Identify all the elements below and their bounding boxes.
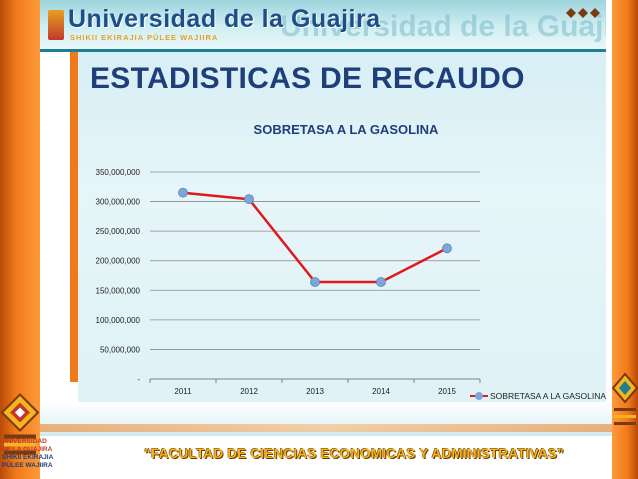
y-tick-label: 200,000,000 <box>96 257 141 266</box>
corner-ornament-icon <box>566 8 600 18</box>
chart-legend: SOBRETASA A LA GASOLINA <box>470 391 606 401</box>
logo-line-4: PÚLEE WAJIIRA <box>2 462 53 469</box>
logo-caption: UNIVERSIDAD DE LA GUAJIRA SHIKII EKIRAJI… <box>2 438 54 470</box>
logo-line-3: SHIKII EKIRAJIA <box>2 454 54 461</box>
data-point <box>244 194 254 205</box>
y-tick-label: 50,000,000 <box>100 345 141 354</box>
university-emblem-icon <box>48 10 64 40</box>
data-point <box>376 277 386 287</box>
data-point <box>178 187 188 198</box>
right-white-band <box>606 52 612 382</box>
y-tick-label: 350,000,000 <box>96 168 141 177</box>
data-point <box>442 243 452 254</box>
y-tick-label: 300,000,000 <box>96 198 141 207</box>
university-logo-icon <box>0 393 40 455</box>
line-chart: SOBRETASA A LA GASOLINA - 50,000,000 100,0… <box>96 122 481 396</box>
header-banner: Universidad de la Guajira Universidad de… <box>40 0 606 52</box>
y-tick-label: - <box>137 375 140 384</box>
x-tick-label: 2015 <box>438 387 456 396</box>
chart-series <box>178 187 452 287</box>
x-tick-label: 2014 <box>372 387 390 396</box>
x-tick-label: 2013 <box>306 387 324 396</box>
x-tick-label: 2011 <box>174 387 192 396</box>
series-line <box>182 191 448 284</box>
logo-line-2: DE LA GUAJIRA <box>2 446 53 453</box>
logo-line-1: UNIVERSIDAD <box>2 438 47 445</box>
chart-y-ticks: - 50,000,000 100,000,000 150,000,000 200,000… <box>96 168 141 384</box>
left-white-band <box>40 52 70 392</box>
faculty-name: “FACULTAD DE CIENCIAS ECONOMICAS Y ADMIN… <box>144 446 564 461</box>
header-ghost-title: Universidad de la Guajira <box>280 10 606 43</box>
x-tick-label: 2012 <box>240 387 258 396</box>
y-tick-label: 150,000,000 <box>96 286 141 295</box>
university-subtitle: SHIKII EKIRAJIA PÚLEE WAJIIRA <box>70 33 219 42</box>
university-name: Universidad de la Guajira <box>68 5 381 33</box>
left-inner-stripe <box>70 52 78 382</box>
slide-title: ESTADISTICAS DE RECAUDO <box>90 62 525 95</box>
legend-label: SOBRETASA A LA GASOLINA <box>490 391 607 401</box>
chart-title: SOBRETASA A LA GASOLINA <box>254 122 440 137</box>
slide-content-area <box>78 52 606 402</box>
chart-gridlines <box>150 171 480 380</box>
chart-x-ticks: 2011 2012 2013 2014 2015 <box>149 379 481 396</box>
right-ornament-icon <box>612 372 638 425</box>
y-tick-label: 100,000,000 <box>96 316 141 325</box>
footer-accent-line <box>40 424 612 432</box>
data-point <box>310 277 320 287</box>
legend-line-marker-icon <box>470 391 488 401</box>
y-tick-label: 250,000,000 <box>96 227 141 236</box>
